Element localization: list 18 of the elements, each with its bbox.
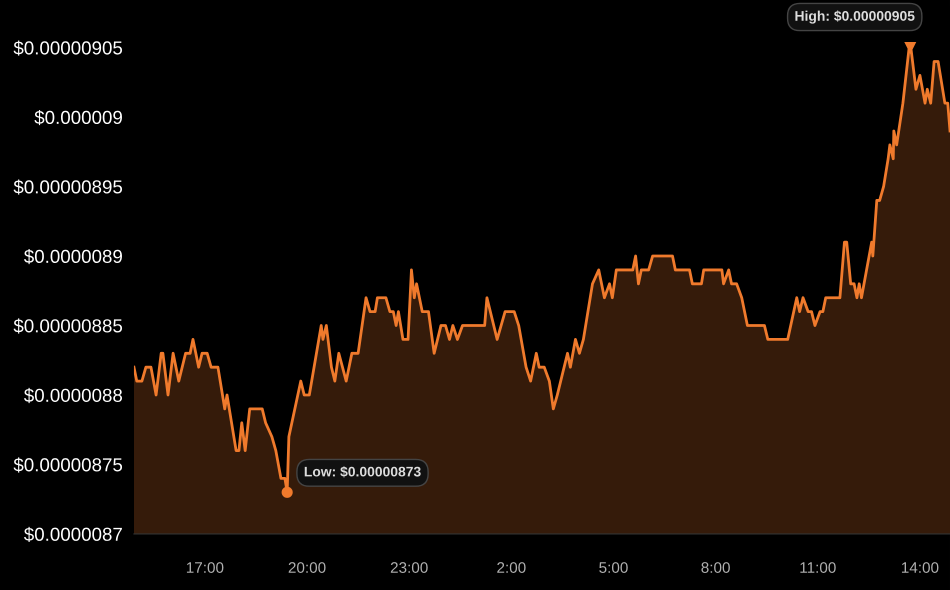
- y-tick-label: $0.0000087: [24, 526, 122, 542]
- x-tick-label: 2:00: [497, 562, 526, 573]
- y-tick-label: $0.00000905: [14, 40, 122, 56]
- y-tick-label: $0.0000088: [24, 388, 122, 404]
- y-tick-label: $0.00000885: [14, 318, 122, 334]
- x-tick-label: 23:00: [390, 562, 428, 573]
- x-tick-label: 5:00: [599, 562, 628, 573]
- x-tick-label: 11:00: [800, 562, 836, 573]
- y-tick-label: $0.00000895: [14, 179, 122, 195]
- x-tick-label: 14:00: [902, 562, 938, 573]
- x-tick-label: 20:00: [288, 562, 326, 573]
- y-tick-label: $0.0000089: [24, 248, 122, 264]
- annotation: Low: $0.00000873: [304, 466, 421, 478]
- y-tick-label: $0.00000875: [14, 457, 122, 473]
- y-tick-label: $0.000009: [34, 110, 122, 126]
- annotation: High: $0.00000905: [795, 10, 915, 24]
- x-tick-label: 17:00: [186, 562, 224, 573]
- x-tick-label: 8:00: [701, 562, 730, 573]
